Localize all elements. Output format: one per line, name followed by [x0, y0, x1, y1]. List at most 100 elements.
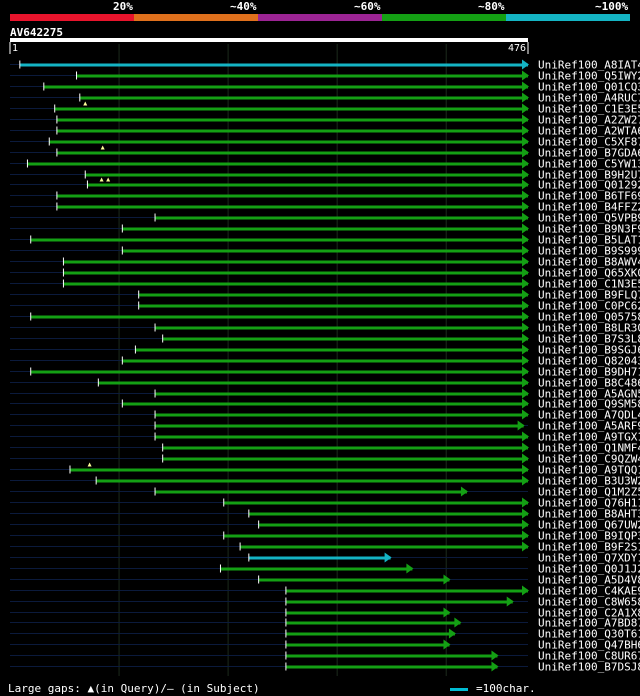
hit-bar: [138, 304, 528, 308]
hit-name: UniRef100_Q47BH6: [538, 639, 640, 652]
hit-bar: [258, 523, 528, 527]
gaps-legend: Large gaps: ▲(in Query)/– (in Subject): [8, 682, 260, 695]
hit-end-arrow: [522, 355, 529, 366]
hit-bar: [69, 468, 529, 472]
hit-name: UniRef100_Q1M2Z5: [538, 486, 640, 499]
query-ruler: [10, 38, 528, 42]
hit-name: UniRef100_B9S999: [538, 245, 640, 258]
hit-name: UniRef100_C5XF87: [538, 136, 640, 149]
hit-end-arrow: [522, 179, 529, 190]
hit-name: UniRef100_C2A1X8: [538, 607, 640, 620]
hit-name: UniRef100_B9SGJ6: [538, 344, 640, 357]
hit-bar: [285, 600, 513, 604]
hit-name: UniRef100_Q82043: [538, 355, 640, 368]
hit-bar: [122, 359, 528, 363]
legend-band-label-5: ~100%: [595, 0, 629, 13]
hit-bar: [30, 238, 528, 242]
legend-band-label-1: 20%: [113, 0, 133, 13]
hit-end-arrow: [522, 398, 529, 409]
hit-name: UniRef100_B5LAT1: [538, 234, 640, 247]
hit-bar: [258, 578, 450, 582]
hit-bar: [122, 227, 528, 231]
hit-bar: [87, 183, 528, 187]
hit-name: UniRef100_C0PC62: [538, 300, 640, 313]
hit-end-arrow: [491, 661, 499, 672]
hit-name: UniRef100_A7BD87: [538, 617, 640, 630]
hit-bar: [155, 413, 529, 417]
hit-end-arrow: [506, 596, 514, 607]
hit-end-arrow: [522, 278, 529, 289]
legend-band-4: [382, 14, 506, 21]
hit-end-arrow: [522, 201, 529, 212]
query-title: AV642275: [10, 26, 63, 39]
hit-name: UniRef100_C5YW13: [538, 158, 640, 171]
hit-bar: [223, 501, 528, 505]
hit-end-arrow: [454, 617, 462, 628]
hit-end-arrow: [517, 420, 525, 431]
hit-name: UniRef100_B9H2U7: [538, 169, 640, 182]
hit-end-arrow: [448, 628, 456, 639]
hit-name: UniRef100_A5D4V8: [538, 574, 640, 587]
hit-end-arrow: [522, 366, 529, 377]
hit-end-arrow: [522, 223, 529, 234]
hit-name: UniRef100_A5ARF9: [538, 420, 640, 433]
hit-bar: [220, 567, 413, 571]
hit-name: UniRef100_Q05758: [538, 311, 640, 324]
hit-end-arrow: [491, 650, 499, 661]
hit-end-arrow: [522, 442, 529, 453]
hit-bar: [63, 282, 528, 286]
hit-end-arrow: [443, 574, 451, 585]
hit-name: UniRef100_Q30T61: [538, 628, 640, 641]
hit-name: UniRef100_A9TQQ1: [538, 464, 640, 477]
hit-bar: [122, 249, 528, 253]
hit-end-arrow: [522, 464, 529, 475]
hit-end-arrow: [522, 125, 529, 136]
hit-end-arrow: [522, 81, 529, 92]
hit-end-arrow: [522, 475, 529, 486]
hit-end-arrow: [522, 311, 529, 322]
hit-name: UniRef100_B8AHT3: [538, 508, 640, 521]
hit-bar: [43, 85, 529, 89]
query-gap-marker: [83, 101, 88, 106]
hit-bar: [240, 545, 528, 549]
hit-end-arrow: [522, 585, 529, 596]
hit-end-arrow: [522, 388, 529, 399]
hit-bar: [56, 194, 528, 198]
hit-end-arrow: [406, 563, 414, 574]
hit-bar: [162, 446, 528, 450]
hit-name: UniRef100_Q67UW2: [538, 519, 640, 532]
query-gap-marker: [106, 177, 111, 182]
hit-end-arrow: [522, 333, 529, 344]
hit-bar: [285, 589, 528, 593]
hit-bar: [138, 293, 528, 297]
query-gap-marker: [99, 177, 104, 182]
hit-name: UniRef100_Q5VPB9: [538, 212, 640, 225]
hit-name: UniRef100_Q0J1J2: [538, 563, 640, 576]
hit-bar: [223, 534, 528, 538]
hit-bar: [85, 173, 529, 177]
hit-bar: [162, 457, 528, 461]
hit-end-arrow: [522, 289, 529, 300]
hit-bar: [285, 643, 450, 647]
hit-bar: [56, 151, 528, 155]
hit-name: UniRef100_A2WTA6: [538, 125, 640, 138]
hit-bar: [76, 74, 529, 78]
hit-name: UniRef100_C1N3E5: [538, 278, 640, 291]
hit-bar: [155, 216, 529, 220]
hit-bar: [56, 129, 528, 133]
legend-band-label-4: ~80%: [478, 0, 505, 13]
hit-name: UniRef100_B9F2S1: [538, 541, 640, 554]
hit-end-arrow: [522, 300, 529, 311]
hit-bar: [155, 424, 524, 428]
hit-end-arrow: [522, 508, 529, 519]
hit-end-arrow: [522, 158, 529, 169]
scale-legend-swatch: [450, 688, 468, 691]
hit-bar: [56, 205, 528, 209]
hit-end-arrow: [522, 431, 529, 442]
hit-name: UniRef100_B9DH71: [538, 366, 640, 379]
hit-end-arrow: [522, 59, 529, 70]
hit-end-arrow: [522, 377, 529, 388]
scale-end-label: 476: [508, 43, 527, 54]
hit-bar: [63, 260, 528, 264]
hit-name: UniRef100_Q01292: [538, 179, 640, 192]
